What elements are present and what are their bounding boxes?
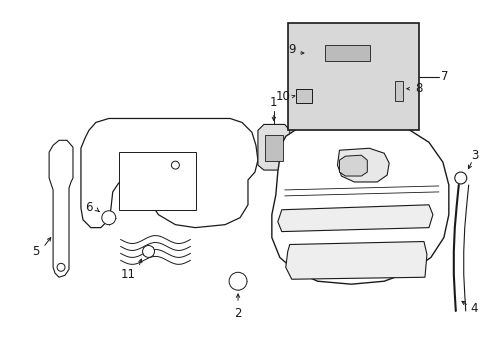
Text: 5: 5 xyxy=(32,245,39,258)
Text: 9: 9 xyxy=(287,42,295,55)
Circle shape xyxy=(142,246,154,257)
Bar xyxy=(264,135,282,161)
Polygon shape xyxy=(285,242,426,279)
Polygon shape xyxy=(319,69,394,109)
Circle shape xyxy=(57,264,65,271)
Text: 6: 6 xyxy=(85,201,93,214)
Text: 2: 2 xyxy=(234,307,241,320)
Polygon shape xyxy=(337,148,388,182)
Polygon shape xyxy=(81,118,257,228)
Text: 3: 3 xyxy=(470,149,477,162)
Text: 11: 11 xyxy=(121,268,135,281)
Bar xyxy=(295,89,311,103)
Circle shape xyxy=(454,172,466,184)
Circle shape xyxy=(171,161,179,169)
Polygon shape xyxy=(257,125,289,170)
Bar xyxy=(287,23,418,130)
Text: 8: 8 xyxy=(414,82,422,95)
Polygon shape xyxy=(339,155,366,176)
Polygon shape xyxy=(277,205,432,231)
Circle shape xyxy=(228,272,246,290)
Polygon shape xyxy=(49,140,73,277)
Bar xyxy=(324,45,369,61)
Text: 10: 10 xyxy=(275,90,290,103)
Bar xyxy=(394,81,402,100)
Circle shape xyxy=(102,211,116,225)
Polygon shape xyxy=(307,39,384,67)
Text: 4: 4 xyxy=(470,302,477,315)
Text: 1: 1 xyxy=(269,95,277,109)
Bar xyxy=(119,152,196,210)
Polygon shape xyxy=(271,122,448,284)
Text: 7: 7 xyxy=(440,70,447,83)
